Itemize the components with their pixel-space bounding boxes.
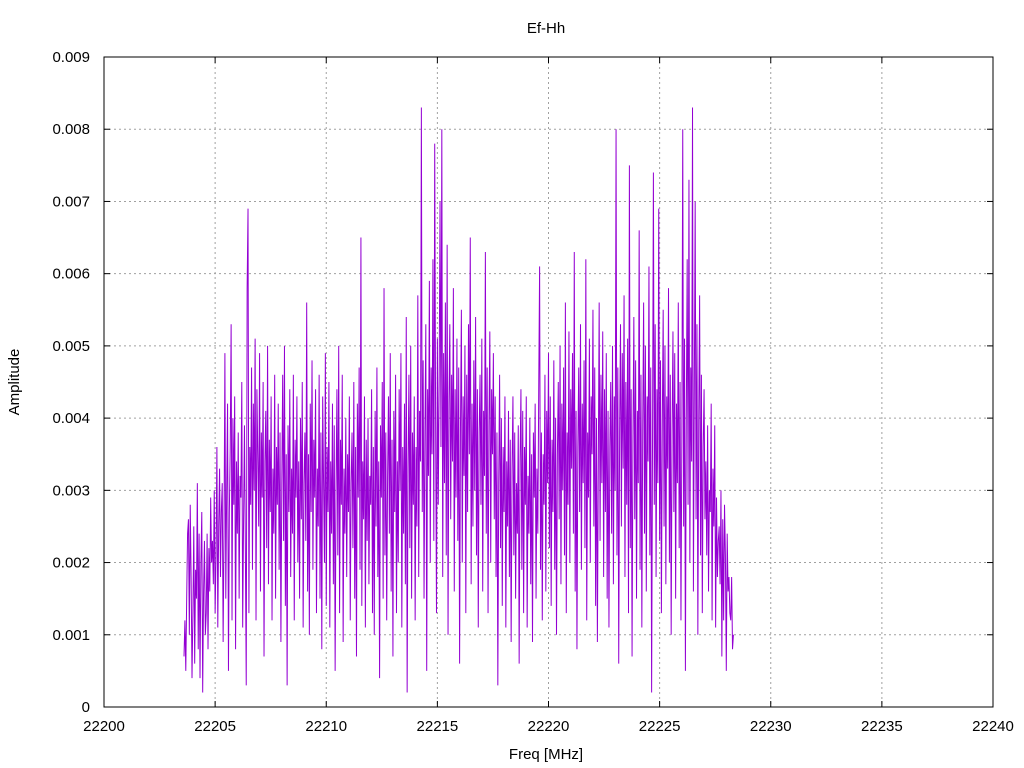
- y-tick-label: 0.001: [52, 627, 90, 644]
- x-tick-label: 22200: [83, 718, 125, 735]
- y-tick-label: 0.002: [52, 555, 90, 572]
- x-tick-label: 22230: [750, 718, 792, 735]
- x-tick-label: 22210: [305, 718, 347, 735]
- plot-frame: [103, 56, 994, 708]
- x-tick-label: 22225: [639, 718, 681, 735]
- series-line: [183, 107, 734, 693]
- y-tick-label: 0.009: [52, 49, 90, 66]
- y-tick-label: 0.008: [52, 121, 90, 138]
- y-axis-label: Amplitude: [6, 349, 23, 416]
- y-tick-label: 0.006: [52, 266, 90, 283]
- x-tick-label: 22220: [528, 718, 570, 735]
- y-tick-label: 0.004: [52, 410, 90, 427]
- y-tick-labels: 0 0.001 0.002 0.003 0.004 0.005 0.006 0.007 0.00…: [52, 49, 90, 716]
- x-axis-label: Freq [MHz]: [509, 746, 583, 763]
- x-tick-label: 22235: [861, 718, 903, 735]
- chart-title: Ef-Hh: [527, 20, 565, 37]
- x-tick-label: 22215: [417, 718, 459, 735]
- y-tick-label: 0.003: [52, 482, 90, 499]
- y-tick-label: 0.007: [52, 193, 90, 210]
- y-tick-label: 0: [82, 699, 90, 716]
- y-tick-label: 0.005: [52, 338, 90, 355]
- x-tick-label: 22240: [972, 718, 1014, 735]
- x-tick-labels: 22200 22205 22210 22215 22220 22225 22230 22235…: [83, 718, 1014, 735]
- x-tick-label: 22205: [194, 718, 236, 735]
